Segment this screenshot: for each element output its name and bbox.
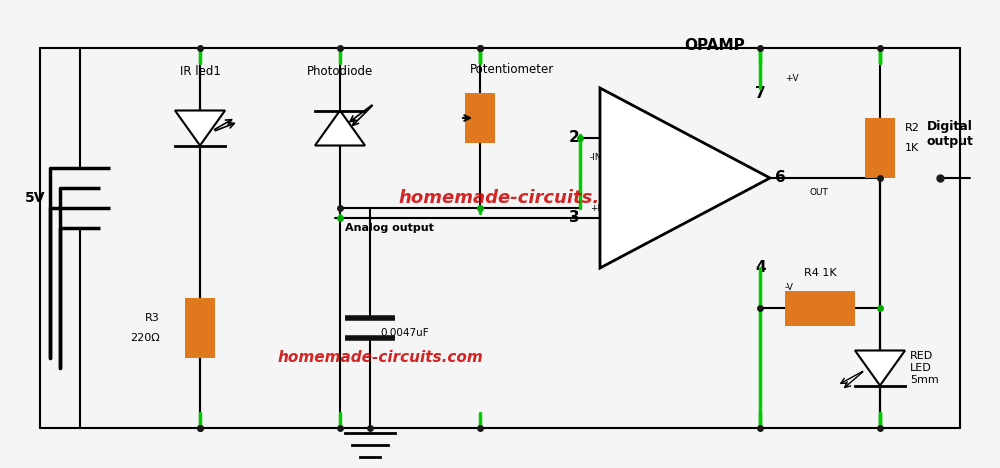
Text: R3: R3	[145, 313, 160, 323]
Text: -IN: -IN	[590, 153, 603, 162]
Text: -V: -V	[785, 283, 794, 292]
Polygon shape	[315, 110, 365, 146]
Bar	[865, 118, 895, 178]
Text: IC 741: IC 741	[674, 182, 716, 195]
Text: 4: 4	[755, 261, 766, 276]
Text: 3: 3	[569, 211, 580, 226]
Text: homemade-circuits.com: homemade-circuits.com	[398, 189, 642, 207]
Text: Digital
output: Digital output	[927, 120, 973, 148]
Text: homemade-circuits.com: homemade-circuits.com	[277, 351, 483, 366]
Polygon shape	[855, 351, 905, 386]
Text: 7: 7	[755, 86, 766, 101]
Bar	[185, 298, 215, 358]
Text: 6: 6	[775, 170, 786, 185]
Text: OUT: OUT	[810, 188, 829, 197]
Text: RED
LED
5mm: RED LED 5mm	[910, 351, 939, 385]
Text: R4 1K: R4 1K	[804, 268, 836, 278]
Bar	[465, 93, 495, 143]
Polygon shape	[600, 88, 770, 268]
Text: R2: R2	[905, 123, 920, 133]
Polygon shape	[175, 110, 225, 146]
Text: −: −	[622, 129, 638, 147]
Text: 5V: 5V	[25, 191, 45, 205]
Bar	[785, 291, 855, 326]
Text: 1K: 1K	[905, 143, 919, 153]
Text: 220Ω: 220Ω	[130, 333, 160, 343]
Text: Analog output: Analog output	[345, 223, 434, 233]
Text: IR led1: IR led1	[180, 65, 220, 78]
Text: Potentiometer: Potentiometer	[470, 63, 554, 76]
Text: Photodiode: Photodiode	[307, 65, 373, 78]
Text: 2: 2	[569, 131, 580, 146]
Text: 0.0047uF: 0.0047uF	[380, 328, 429, 338]
Text: +V: +V	[785, 74, 799, 83]
Text: OPAMP: OPAMP	[685, 38, 745, 53]
Text: +IN: +IN	[590, 204, 607, 213]
Text: +: +	[622, 209, 638, 227]
